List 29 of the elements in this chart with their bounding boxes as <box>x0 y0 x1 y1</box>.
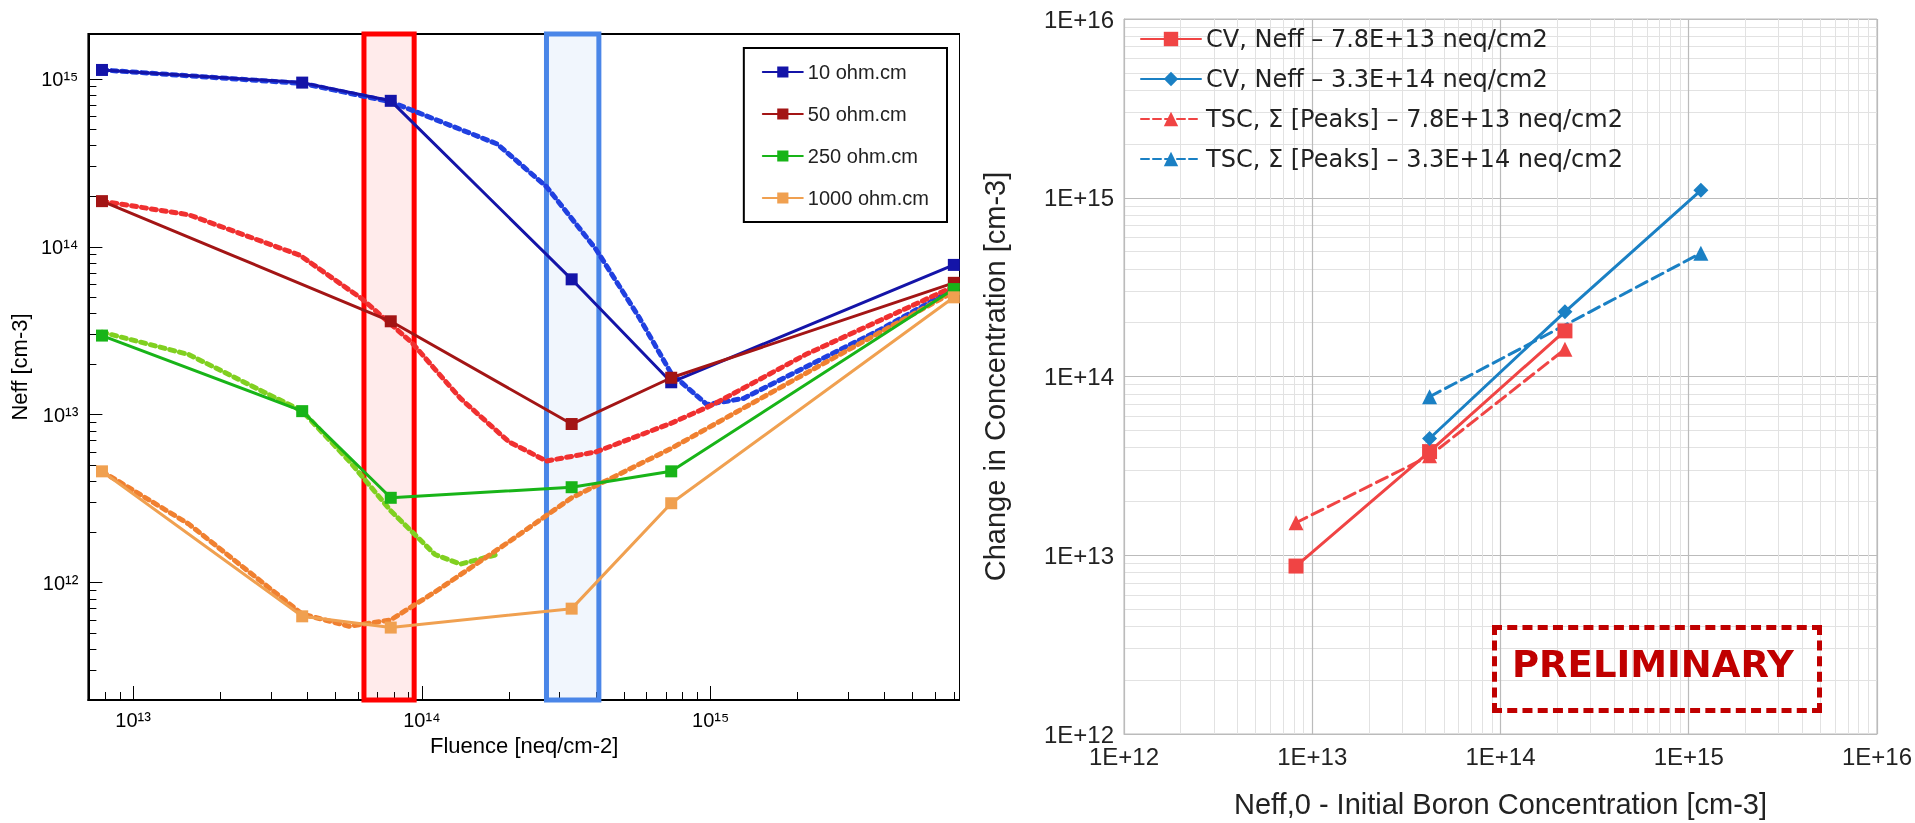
legend-label: 10 ohm.cm <box>807 61 907 83</box>
x-tick-label: 10¹⁵ <box>692 709 730 731</box>
y-tick-label: 10¹⁵ <box>41 67 79 90</box>
legend-label: TSC, Σ [Peaks] – 7.8E+13 neq/cm2 <box>1205 105 1623 133</box>
legend-label: 50 ohm.cm <box>807 103 907 125</box>
legend-label: CV, Neff – 3.3E+14 neq/cm2 <box>1206 65 1548 93</box>
annotation: PRELIMINARY <box>1512 643 1794 686</box>
x-axis-title: Fluence [neq/cm-2] <box>430 733 619 759</box>
legend-label: TSC, Σ [Peaks] – 3.3E+14 neq/cm2 <box>1205 145 1623 173</box>
y-axis-title: Neff [cm-3] <box>6 313 32 421</box>
x-tick-label: 1E+12 <box>1088 742 1160 770</box>
x-axis-title: Neff,0 - Initial Boron Concentration [cm-3] <box>1233 787 1767 820</box>
x-tick-label: 1E+16 <box>1841 742 1913 770</box>
y-tick-label: 1E+15 <box>1043 184 1114 212</box>
x-tick-label: 1E+13 <box>1277 742 1348 770</box>
legend-label: 250 ohm.cm <box>807 145 918 167</box>
y-tick-label: 1E+16 <box>1043 5 1114 33</box>
y-axis-title: Change in Concentration [cm-3] <box>978 171 1011 582</box>
y-tick-label: 1E+14 <box>1043 363 1114 390</box>
x-tick-label: 10¹³ <box>115 709 152 731</box>
x-tick-label: 1E+14 <box>1465 742 1536 770</box>
x-tick-label: 1E+15 <box>1653 742 1724 770</box>
y-tick-label: 10¹² <box>42 571 79 594</box>
legend-label: CV, Neff – 7.8E+13 neq/cm2 <box>1206 25 1548 53</box>
y-tick-label: 10¹⁴ <box>40 235 79 258</box>
x-tick-label: 10¹⁴ <box>403 709 441 731</box>
legend-label: 1000 ohm.cm <box>807 187 929 209</box>
y-tick-label: 10¹³ <box>42 403 79 426</box>
y-tick-label: 1E+13 <box>1043 541 1114 569</box>
